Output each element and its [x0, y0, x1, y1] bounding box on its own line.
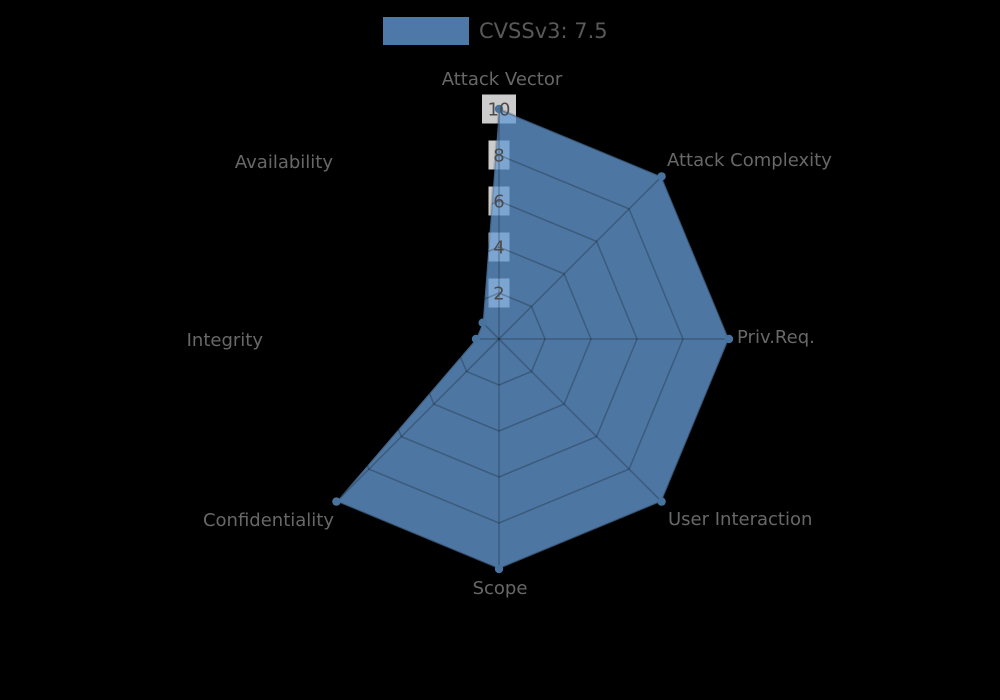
category-label-priv-req: Priv.Req. — [737, 327, 815, 348]
category-label-confidentiality: Confidentiality — [203, 510, 334, 531]
vertex-marker — [657, 172, 666, 181]
category-label-user-interaction: User Interaction — [668, 509, 812, 530]
category-label-availability: Availability — [235, 152, 333, 173]
vertex-marker — [494, 564, 504, 574]
tick-label: 6 — [493, 192, 504, 213]
data-polygon — [336, 109, 729, 569]
category-label-scope: Scope — [473, 578, 528, 599]
axis-spoke — [336, 338, 500, 503]
vertex-marker — [478, 318, 487, 327]
vertex-marker — [494, 104, 504, 114]
vertex-marker — [724, 334, 734, 344]
category-label-attack-complexity: Attack Complexity — [667, 150, 832, 171]
radar-plot-area: 2 4 6 8 10 Attack Vector Attack Complexity Priv… — [187, 69, 833, 599]
category-label-integrity: Integrity — [187, 330, 264, 351]
tick-label: 2 — [493, 284, 504, 305]
tick-label: 8 — [493, 146, 504, 167]
tick-label: 4 — [493, 238, 504, 259]
vertex-marker — [332, 497, 341, 506]
vertex-marker — [657, 497, 666, 506]
legend-label: CVSSv3: 7.5 — [479, 19, 608, 43]
vertex-marker — [471, 334, 481, 344]
legend-swatch — [383, 17, 469, 45]
tick-label: 10 — [488, 100, 511, 121]
axis-spoke — [498, 338, 663, 503]
axis-spoke — [498, 175, 663, 340]
category-label-attack-vector: Attack Vector — [442, 69, 563, 90]
legend: CVSSv3: 7.5 — [383, 17, 608, 45]
